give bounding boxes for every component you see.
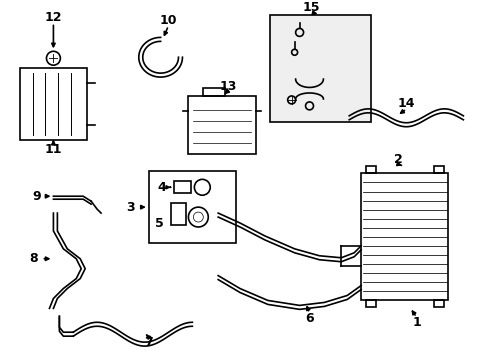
Text: 1: 1 [411, 316, 420, 329]
Text: 10: 10 [160, 14, 177, 27]
Bar [366, 166, 375, 174]
Text: 14: 14 [397, 98, 415, 111]
Text: 9: 9 [32, 190, 41, 203]
Text: 4: 4 [157, 181, 165, 194]
Bar [173, 181, 191, 193]
Bar [203, 88, 224, 96]
Bar [269, 14, 370, 122]
Bar [366, 301, 375, 307]
Text: 5: 5 [155, 216, 163, 230]
Text: 7: 7 [144, 336, 153, 348]
Bar [433, 166, 443, 174]
Text: 2: 2 [394, 153, 403, 166]
Bar [188, 96, 255, 153]
Text: 13: 13 [219, 80, 236, 93]
Bar [20, 68, 87, 140]
Bar [361, 174, 447, 301]
Text: 8: 8 [29, 252, 38, 265]
Text: 12: 12 [44, 11, 62, 24]
Bar [148, 171, 236, 243]
Text: 3: 3 [126, 201, 135, 213]
Text: 15: 15 [302, 1, 320, 14]
Text: 6: 6 [305, 312, 313, 325]
Bar [170, 203, 186, 225]
Bar [433, 301, 443, 307]
Text: 11: 11 [44, 143, 62, 156]
